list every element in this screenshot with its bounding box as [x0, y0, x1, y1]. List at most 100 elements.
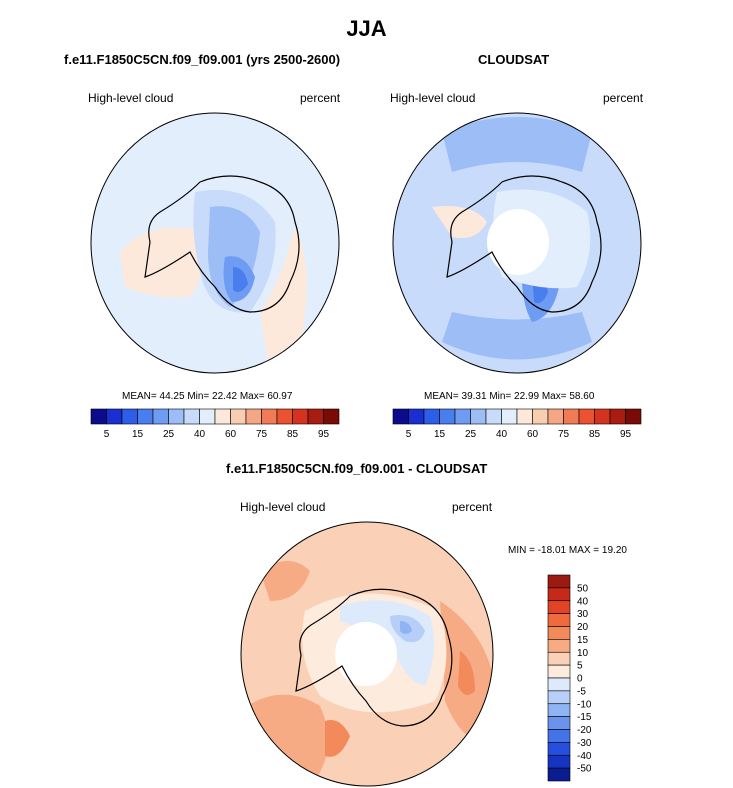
panel-2-colorbar-tick-label: 60	[527, 429, 539, 440]
panel-3-colorbar-cell	[547, 690, 571, 705]
panel-3-colorbar-tick-label: -30	[577, 738, 592, 749]
panel-3-colorbar-tick-label: -10	[577, 699, 592, 710]
panel-2-colorbar-cell	[563, 408, 580, 425]
panel-2-colorbar-cell	[485, 408, 502, 425]
obs-missing-data-hole	[487, 209, 549, 275]
diff-low-min	[400, 621, 412, 634]
diff-high-sw	[241, 694, 328, 786]
panel-2-colorbar-tick-label: 25	[465, 429, 477, 440]
panel-2-colorbar: 5 15 25 40 60 75 85 95	[392, 408, 642, 440]
panel-1-colorbar-cell	[137, 408, 154, 425]
antarctica-coastline	[144, 175, 300, 313]
panel-2-colorbar-cell	[532, 408, 549, 425]
diff-high-core-s	[325, 720, 350, 757]
panel-1-colorbar-cell	[183, 408, 200, 425]
panel-3-colorbar-tick-label: 50	[577, 583, 589, 594]
figure-title: JJA	[346, 16, 387, 41]
diff-high-core-e	[458, 651, 475, 695]
panel-2-stats: MEAN= 39.31 Min= 22.99 Max= 58.60	[424, 391, 595, 402]
panel-2-colorbar-cell	[609, 408, 626, 425]
panel-1-colorbar-tick-label: 75	[256, 429, 268, 440]
panel-1-subtitle: f.e11.F1850C5CN.f09_f09.001 (yrs 2500-26…	[64, 52, 341, 67]
panel-1-units-label: percent	[300, 91, 341, 105]
panel-2-colorbar-tick-label: 5	[406, 429, 412, 440]
panel-2-colorbar-cell	[423, 408, 440, 425]
panel-3-colorbar-cell	[547, 677, 571, 692]
panel-2-colorbar-cell	[501, 408, 518, 425]
panel-3-colorbar-tick-label: -40	[577, 751, 592, 762]
panel-3-stats: MIN = -18.01 MAX = 19.20	[508, 545, 627, 556]
panel-1-colorbar-tick-label: 25	[163, 429, 175, 440]
panel-1-colorbar-cell	[106, 408, 123, 425]
panel-2-colorbar-cell	[594, 408, 611, 425]
panel-2-colorbar-cell	[625, 408, 642, 425]
obs-cloud-band-north	[442, 117, 592, 172]
panel-1-colorbar-cell	[276, 408, 293, 425]
panel-2-colorbar-cell	[392, 408, 409, 425]
panel-3-colorbar-tick-label: 30	[577, 609, 589, 620]
panel-2-colorbar-tick-label: 40	[496, 429, 508, 440]
panel-2-colorbar-tick-label: 75	[558, 429, 570, 440]
panel-1-map	[90, 112, 340, 374]
panel-1-colorbar: 5 15 25 40 60 75 85 95	[90, 408, 340, 440]
panel-3-colorbar-cell	[547, 626, 571, 640]
panel-3-colorbar-tick-label: 15	[577, 635, 589, 646]
panel-1-colorbar-tick-label: 95	[318, 429, 330, 440]
panel-3-colorbar-cell	[547, 600, 571, 614]
panel-3-colorbar-tick-label: -50	[577, 764, 592, 775]
panel-3-variable-label: High-level cloud	[240, 500, 326, 514]
panel-3-colorbar-cell	[547, 754, 571, 769]
panel-2-colorbar-cell	[516, 408, 533, 425]
panel-1-colorbar-cell	[323, 408, 340, 425]
model-warm-region-west	[120, 227, 210, 298]
panel-3-colorbar-cell	[547, 703, 571, 717]
panel-2-colorbar-tick-label: 85	[589, 429, 601, 440]
panel-3-colorbar-tick-label: 40	[577, 596, 589, 607]
panel-1-colorbar-tick-label: 5	[104, 429, 110, 440]
panel-3-colorbar-tick-label: 5	[577, 661, 583, 672]
panel-2-colorbar-cell	[439, 408, 456, 425]
diff-missing-data-hole	[335, 622, 397, 686]
panel-3-colorbar-tick-label: 10	[577, 648, 589, 659]
panel-1-stats: MEAN= 44.25 Min= 22.42 Max= 60.97	[122, 391, 293, 402]
diff-high-nw	[260, 561, 310, 601]
panel-3-colorbar-cell	[547, 664, 571, 679]
panel-3-subtitle: f.e11.F1850C5CN.f09_f09.001 - CLOUDSAT	[226, 461, 488, 476]
panel-2-colorbar-cell	[578, 408, 595, 425]
panel-1-colorbar-cell	[214, 408, 231, 425]
panel-3-colorbar-tick-label: -15	[577, 712, 592, 723]
panel-1-colorbar-cell	[292, 408, 309, 425]
obs-warm-region	[432, 206, 487, 238]
panel-3-units-label: percent	[452, 500, 493, 514]
panel-3-colorbar-cell	[547, 716, 571, 730]
panel-2-colorbar-cell	[470, 408, 487, 425]
panel-3-map	[240, 521, 494, 787]
panel-1-variable-label: High-level cloud	[88, 91, 174, 105]
panel-3-colorbar-cell	[547, 651, 571, 666]
panel-1-colorbar-tick-label: 40	[194, 429, 206, 440]
panel-3-colorbar-tick-label: 20	[577, 622, 589, 633]
panel-2-colorbar-cell	[454, 408, 471, 425]
panel-1-colorbar-tick-label: 85	[287, 429, 299, 440]
panel-2-colorbar-tick-label: 15	[434, 429, 446, 440]
panel-1-colorbar-cell	[90, 408, 107, 425]
panel-1-colorbar-cell	[199, 408, 216, 425]
panel-1-colorbar-cell	[152, 408, 169, 425]
model-warm-region-east	[260, 227, 307, 373]
panel-3-colorbar-cell	[547, 639, 571, 653]
panel-1-colorbar-tick-label: 60	[225, 429, 237, 440]
panel-2-subtitle: CLOUDSAT	[478, 52, 550, 67]
panel-2-colorbar-tick-label: 95	[620, 429, 632, 440]
panel-1-colorbar-cell	[307, 408, 324, 425]
panel-3-colorbar-cell	[547, 587, 571, 602]
antarctica-coastline	[446, 175, 602, 313]
panel-3-colorbar-tick-label: -5	[577, 686, 586, 697]
panel-3-colorbar-cell	[547, 767, 571, 782]
panel-1-colorbar-tick-label: 15	[132, 429, 144, 440]
panel-2-colorbar-cell	[547, 408, 564, 425]
panel-2-colorbar-cell	[408, 408, 425, 425]
panel-3-colorbar-cell	[547, 613, 571, 627]
panel-1-colorbar-cell	[230, 408, 247, 425]
panel-3-colorbar-cell	[547, 574, 571, 589]
